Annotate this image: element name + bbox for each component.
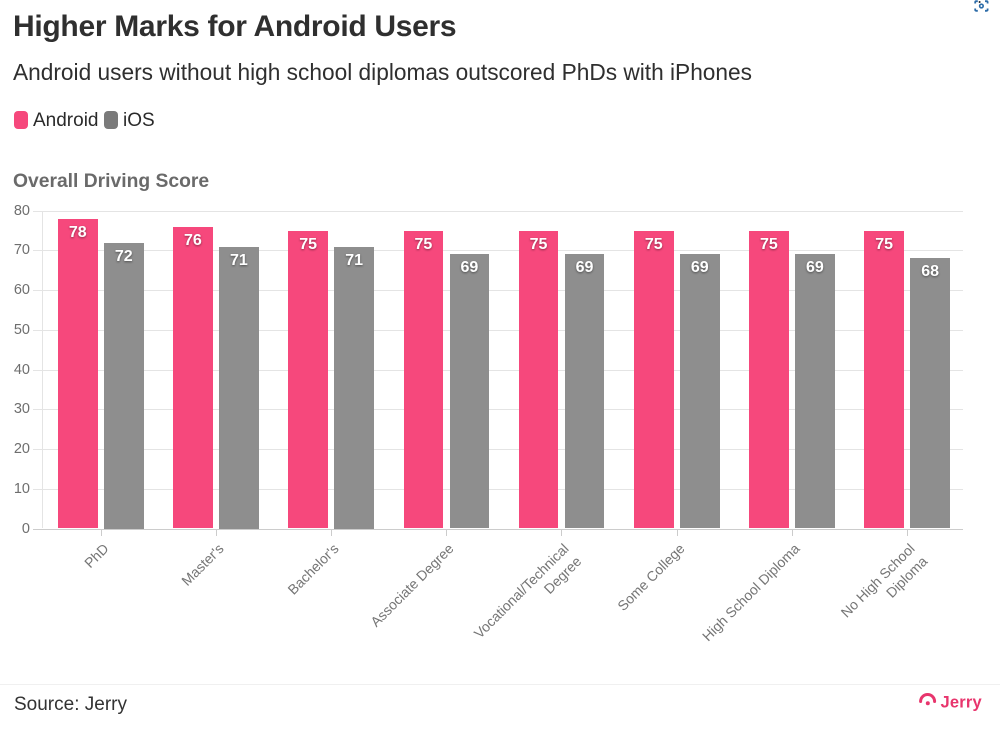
svg-text:Jerry: Jerry bbox=[941, 694, 983, 712]
